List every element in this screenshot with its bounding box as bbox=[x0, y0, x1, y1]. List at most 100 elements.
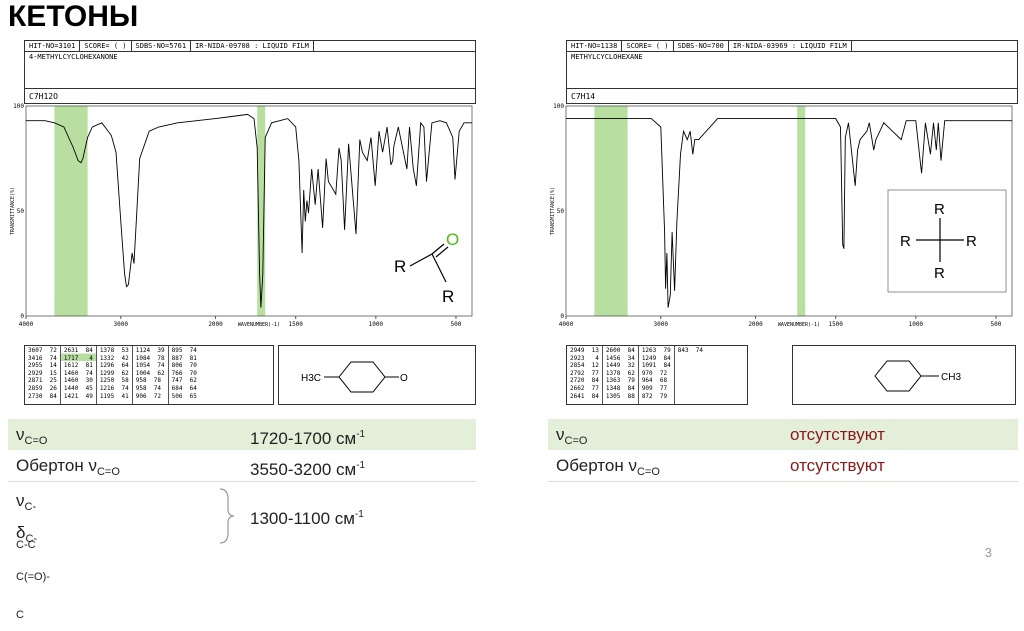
methyl-label-right: CH3 bbox=[941, 372, 961, 383]
overtone-subscript: C=O bbox=[96, 466, 120, 478]
page-number: 3 bbox=[984, 545, 992, 560]
r-group-label: R bbox=[934, 265, 945, 282]
overtone-subscript: C=O bbox=[636, 466, 660, 478]
unit-exponent: -1 bbox=[356, 460, 366, 471]
peak-table-column: 3607 72 3416 74 2955 14 2929 15 2871 25 … bbox=[25, 346, 61, 404]
highlight-band-1 bbox=[797, 106, 806, 316]
x-tick-label: 2000 bbox=[208, 321, 223, 328]
y-tick-label: 100 bbox=[553, 103, 564, 110]
left-row-co: νC=O 1720-1700 см-1 bbox=[8, 419, 476, 450]
y-axis-label: TRANSMITTANCE(%) bbox=[10, 187, 16, 235]
x-tick-label: 1000 bbox=[369, 321, 384, 328]
overtone-label: Обертон ν bbox=[556, 456, 637, 475]
nu-subscript: C=O bbox=[564, 435, 588, 447]
left-assignment-table: νC=O 1720-1700 см-1 Обертон νC=O 3550-32… bbox=[8, 419, 476, 621]
double-bond-a bbox=[431, 243, 445, 255]
bond bbox=[409, 253, 433, 267]
structure-frame bbox=[887, 189, 1007, 293]
left-ir-code: IR-NIDA-09708 : LIQUID FILM bbox=[191, 41, 314, 51]
right-score: SCORE= ( ) bbox=[622, 41, 674, 51]
y-tick-label: 0 bbox=[560, 313, 564, 320]
x-tick-label: 500 bbox=[991, 321, 1002, 328]
bond bbox=[431, 253, 447, 283]
curly-brace bbox=[219, 488, 235, 544]
left-score: SCORE= ( ) bbox=[80, 41, 132, 51]
fingerprint-range: 1300-1100 см-1 bbox=[250, 499, 364, 530]
oxygen-label: O bbox=[446, 230, 459, 249]
x-tick-label: 4000 bbox=[559, 321, 574, 328]
y-tick-label: 100 bbox=[13, 103, 24, 110]
nu-symbol: ν bbox=[16, 491, 25, 510]
methylcyclohexanone-structure: H3C O bbox=[301, 361, 408, 393]
right-peak-table: 2949 13 2923 4 2854 12 2792 77 2720 84 2… bbox=[566, 345, 748, 405]
left-row-overtone: Обертон νC=O 3550-3200 см-1 bbox=[8, 450, 476, 482]
methyl-label: H3C bbox=[301, 373, 321, 384]
right-compound-name: METHYLCYCLOHEXANE bbox=[567, 52, 1017, 89]
peak-table-column: 1378 53 1332 42 1296 64 1299 62 1250 58 … bbox=[97, 346, 133, 404]
left-molecule-box: H3C O bbox=[278, 345, 476, 405]
x-tick-label: 1500 bbox=[288, 321, 303, 328]
highlight-band-0 bbox=[594, 106, 628, 316]
peak-table-column: 2600 84 1456 34 1449 32 1378 62 1363 79 … bbox=[603, 346, 639, 404]
right-formula: C7H14 bbox=[571, 92, 596, 101]
spectrum-trace-0 bbox=[566, 118, 1012, 308]
peak-table-column: 1124 39 1084 78 1054 74 1004 62 958 78 9… bbox=[133, 346, 169, 404]
x-tick-label: 3000 bbox=[114, 321, 129, 328]
right-molecule-box: CH3 bbox=[792, 345, 1016, 405]
y-tick-label: 0 bbox=[20, 313, 24, 320]
x-axis-label: WAVENUMBER(-1) bbox=[238, 322, 280, 328]
co-absent-value: отсутствуют bbox=[790, 425, 885, 444]
x-tick-label: 2000 bbox=[748, 321, 763, 328]
nu-symbol: ν bbox=[556, 425, 565, 444]
left-compound-name: 4-METHYLCYCLOHEXANONE bbox=[25, 52, 475, 89]
x-tick-label: 1000 bbox=[909, 321, 924, 328]
r-group-label: R bbox=[934, 201, 945, 218]
nu-subscript: C=O bbox=[24, 435, 48, 447]
r-group-label: R bbox=[966, 233, 977, 250]
delta-symbol: δ bbox=[16, 523, 26, 542]
overtone-range-value: 3550-3200 см bbox=[250, 460, 357, 479]
y-tick-label: 50 bbox=[557, 208, 565, 215]
r-group-label: R bbox=[900, 233, 911, 250]
right-row-overtone: Обертон νC=O отсутствуют bbox=[548, 450, 1018, 482]
peak-table-column: 843 74 bbox=[677, 347, 704, 354]
right-spectrum-header: HIT-NO=1138 SCORE= ( ) SDBS-NO=700 IR-NI… bbox=[566, 40, 1018, 104]
ketone-general-structure: R O R bbox=[394, 230, 459, 306]
unit-exponent: -1 bbox=[354, 509, 364, 520]
x-tick-label: 4000 bbox=[19, 321, 34, 328]
left-sdbs-no: SDBS-NO=5761 bbox=[132, 41, 192, 51]
page-title: КЕТОНЫ bbox=[8, 0, 139, 33]
highlight-band-1 bbox=[257, 106, 266, 316]
right-row-co: νC=O отсутствуют bbox=[548, 419, 1018, 450]
x-tick-label: 3000 bbox=[654, 321, 669, 328]
y-tick-label: 50 bbox=[17, 208, 25, 215]
spectrum-trace-0 bbox=[26, 113, 472, 308]
right-sdbs-no: SDBS-NO=700 bbox=[674, 41, 729, 51]
co-range-value: 1720-1700 см bbox=[250, 429, 357, 448]
ccc-subscript: C-C-C bbox=[16, 501, 37, 551]
fingerprint-range-value: 1300-1100 см bbox=[250, 509, 355, 528]
y-axis-label: TRANSMITTANCE(%) bbox=[550, 187, 556, 235]
x-tick-label: 500 bbox=[451, 321, 462, 328]
plot-frame bbox=[25, 105, 473, 317]
r-group-label: R bbox=[394, 257, 406, 276]
peak-table-column: 2631 84 1717 4 1612 81 1460 74 1460 30 1… bbox=[60, 346, 97, 404]
unit-exponent: -1 bbox=[356, 429, 366, 440]
methylcyclohexane-structure: CH3 bbox=[874, 360, 961, 392]
right-assignment-table: νC=O отсутствуют Обертон νC=O отсутствую… bbox=[548, 419, 1018, 483]
double-bond-b bbox=[435, 246, 449, 258]
peak-table-column: 895 74 887 81 806 70 766 70 747 62 684 6… bbox=[171, 347, 197, 400]
left-formula: C7H12O bbox=[29, 92, 58, 101]
right-ir-code: IR-NIDA-03969 : LIQUID FILM bbox=[729, 41, 852, 51]
left-peak-table: 3607 72 3416 74 2955 14 2929 15 2871 25 … bbox=[24, 345, 274, 405]
right-hit-no: HIT-NO=1138 bbox=[567, 41, 623, 51]
overtone-label: Обертон ν bbox=[16, 456, 97, 475]
x-axis-label: WAVENUMBER(-1) bbox=[778, 322, 820, 328]
peak-table-column: 2949 13 2923 4 2854 12 2792 77 2720 84 2… bbox=[567, 346, 603, 404]
left-spectrum-header: HIT-NO=3101 SCORE= ( ) SDBS-NO=5761 IR-N… bbox=[24, 40, 476, 104]
left-hit-no: HIT-NO=3101 bbox=[25, 41, 81, 51]
plot-frame bbox=[565, 105, 1013, 317]
nu-symbol: ν bbox=[16, 425, 25, 444]
